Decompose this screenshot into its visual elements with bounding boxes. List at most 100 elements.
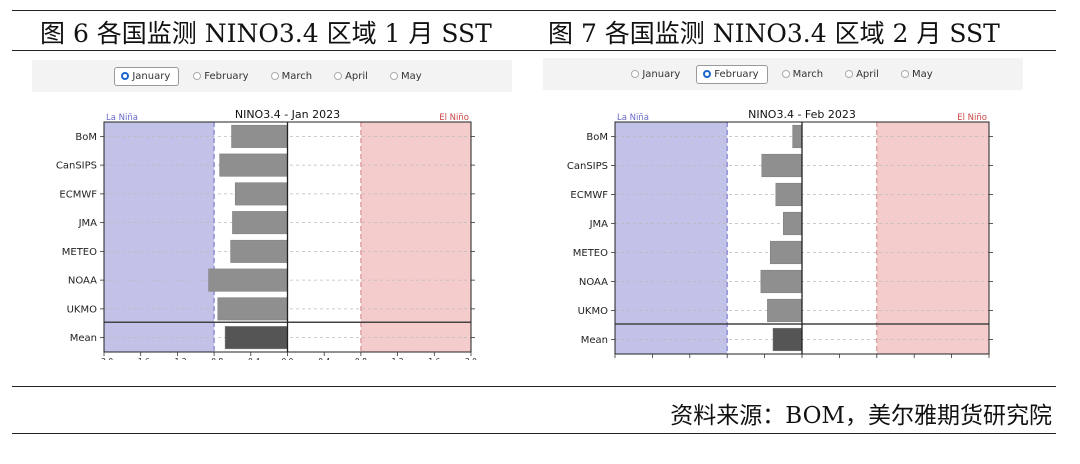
figure-6-panel: January February March April May BoM CanSIPS E… bbox=[32, 60, 512, 360]
el-nino-region bbox=[876, 122, 989, 354]
bar bbox=[219, 153, 288, 177]
tab-april[interactable]: April bbox=[839, 66, 887, 83]
category-label: Mean bbox=[581, 335, 608, 346]
chart-title: NINO3.4 - Feb 2023 bbox=[748, 108, 856, 121]
tab-label: May bbox=[911, 69, 933, 80]
figure-7-caption: 图 7 各国监测 NINO3.4 区域 2 月 SST bbox=[548, 19, 1000, 48]
bar bbox=[772, 327, 803, 352]
category-label: UKMO bbox=[578, 306, 609, 317]
x-tick-label: 2.0 bbox=[983, 359, 995, 360]
tab-label: February bbox=[204, 71, 249, 82]
tab-march[interactable]: March bbox=[265, 68, 320, 85]
category-label: ECMWF bbox=[59, 189, 97, 200]
category-label: JMA bbox=[589, 219, 609, 230]
bar bbox=[760, 269, 803, 294]
category-label: ECMWF bbox=[570, 190, 608, 201]
bar bbox=[775, 182, 803, 207]
la-nina-label: La Niña bbox=[106, 113, 138, 123]
tab-february[interactable]: February bbox=[187, 68, 256, 85]
x-tick-label: −0.4 bbox=[242, 357, 260, 360]
x-tick-label: −0.8 bbox=[205, 357, 223, 360]
el-nino-region bbox=[360, 122, 471, 352]
radio-icon bbox=[631, 70, 640, 78]
x-tick-label: 1.2 bbox=[392, 357, 404, 360]
category-label: NOAA bbox=[68, 276, 97, 287]
la-nina-label: La Niña bbox=[617, 113, 649, 123]
tab-label: January bbox=[642, 69, 681, 80]
category-label: CanSIPS bbox=[567, 161, 608, 172]
x-tick-label: −1.6 bbox=[643, 359, 661, 360]
category-label: UKMO bbox=[67, 304, 98, 315]
category-label: JMA bbox=[78, 218, 98, 229]
x-tick-label: −2.0 bbox=[606, 359, 624, 360]
x-tick-label: 0.4 bbox=[833, 359, 845, 360]
month-tab-bar: January February March April May bbox=[32, 60, 512, 92]
month-tab-bar: January February March April May bbox=[543, 58, 1023, 90]
el-nino-label: El Niño bbox=[957, 113, 987, 123]
tab-january[interactable]: January bbox=[625, 66, 688, 83]
tab-label: May bbox=[400, 71, 422, 82]
x-tick-label: 0.0 bbox=[282, 357, 294, 360]
figure-6-caption: 图 6 各国监测 NINO3.4 区域 1 月 SST bbox=[40, 19, 492, 48]
category-label: BoM bbox=[75, 132, 97, 143]
tab-may[interactable]: May bbox=[384, 68, 430, 85]
x-tick-label: 1.6 bbox=[428, 357, 440, 360]
bottom-rule bbox=[12, 433, 1056, 434]
month-tabs: January February March April May bbox=[543, 65, 1023, 84]
x-tick-label: 0.8 bbox=[355, 357, 367, 360]
bar bbox=[761, 153, 803, 178]
category-label: METEO bbox=[573, 248, 608, 259]
bar bbox=[230, 239, 288, 263]
nino-chart-jan: BoM CanSIPS ECMWF JMA METEO NOAA UKMO Mean −2.0 −… bbox=[56, 108, 477, 360]
nino-chart-feb: BoM CanSIPS ECMWF JMA METEO NOAA UKMO Mean −2.0 −… bbox=[567, 108, 995, 360]
x-tick-label: 0.4 bbox=[318, 357, 330, 360]
x-tick-label: −1.2 bbox=[168, 357, 186, 360]
x-tick-label: −1.2 bbox=[681, 359, 699, 360]
category-label: CanSIPS bbox=[56, 161, 97, 172]
radio-selected-icon bbox=[703, 70, 712, 78]
bar bbox=[232, 211, 288, 235]
category-label: Mean bbox=[70, 333, 97, 344]
x-tick-label: 1.6 bbox=[946, 359, 958, 360]
category-label: NOAA bbox=[579, 277, 608, 288]
source-top-rule bbox=[12, 386, 1056, 387]
category-label: METEO bbox=[62, 247, 97, 258]
source-line: 资料来源：BOM，美尔雅期货研究院 bbox=[670, 403, 1052, 429]
la-nina-region bbox=[104, 122, 215, 352]
x-tick-label: −0.8 bbox=[718, 359, 736, 360]
tab-january[interactable]: January bbox=[114, 67, 180, 86]
x-tick-label: 0.8 bbox=[871, 359, 883, 360]
x-tick-label: 1.2 bbox=[908, 359, 920, 360]
x-tick-label: −0.4 bbox=[755, 359, 773, 360]
bar bbox=[208, 268, 288, 292]
bar bbox=[224, 326, 288, 350]
bar bbox=[767, 298, 803, 323]
tab-label: March bbox=[792, 69, 824, 80]
x-tick-label: 2.0 bbox=[465, 357, 477, 360]
category-label: BoM bbox=[586, 132, 608, 143]
la-nina-region bbox=[615, 122, 728, 354]
radio-icon bbox=[334, 72, 343, 80]
tab-march[interactable]: March bbox=[776, 66, 831, 83]
month-tabs: January February March April May bbox=[32, 67, 512, 86]
radio-icon bbox=[845, 70, 854, 78]
x-tick-label: −2.0 bbox=[95, 357, 113, 360]
tab-february[interactable]: February bbox=[696, 65, 768, 84]
bar bbox=[792, 124, 803, 149]
tab-label: January bbox=[132, 71, 171, 82]
top-rule bbox=[12, 10, 1056, 11]
bar bbox=[769, 240, 803, 265]
tab-may[interactable]: May bbox=[895, 66, 941, 83]
radio-icon bbox=[193, 72, 202, 80]
x-tick-label: 0.0 bbox=[796, 359, 808, 360]
bar bbox=[231, 124, 288, 148]
tab-april[interactable]: April bbox=[328, 68, 376, 85]
radio-selected-icon bbox=[121, 72, 130, 80]
radio-icon bbox=[270, 72, 279, 80]
tab-label: April bbox=[856, 69, 879, 80]
radio-icon bbox=[389, 72, 398, 80]
tab-label: February bbox=[714, 69, 759, 80]
caption-rule bbox=[12, 50, 1056, 51]
bar bbox=[217, 297, 288, 321]
bar bbox=[783, 211, 803, 236]
